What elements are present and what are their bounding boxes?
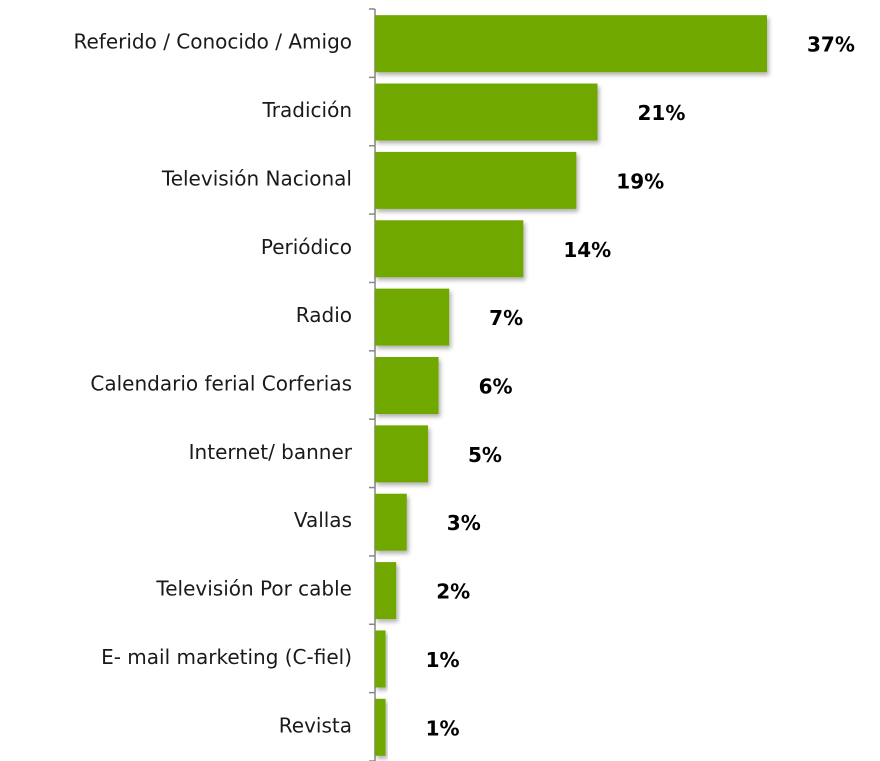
category-label: Revista bbox=[279, 713, 352, 737]
value-label: 37% bbox=[807, 33, 855, 57]
category-label: Televisión Por cable bbox=[155, 577, 352, 601]
value-label: 6% bbox=[479, 375, 513, 399]
bar bbox=[375, 493, 407, 551]
category-label: Internet/ banner bbox=[189, 440, 353, 464]
category-label: Vallas bbox=[294, 508, 352, 532]
bar bbox=[375, 630, 386, 688]
bar bbox=[375, 698, 386, 756]
category-label: Referido / Conocido / Amigo bbox=[73, 30, 352, 54]
bar bbox=[375, 288, 450, 346]
category-label: Tradición bbox=[262, 98, 352, 122]
value-label: 1% bbox=[426, 716, 460, 740]
value-label: 3% bbox=[447, 511, 481, 535]
value-label: 14% bbox=[563, 238, 611, 262]
value-label: 5% bbox=[468, 443, 502, 467]
category-label: Calendario ferial Corferias bbox=[90, 372, 352, 396]
bar bbox=[375, 15, 767, 73]
value-label: 19% bbox=[616, 169, 664, 193]
value-label: 21% bbox=[637, 101, 685, 125]
bar bbox=[375, 220, 524, 278]
category-label: E- mail marketing (C-fiel) bbox=[101, 645, 352, 669]
bar bbox=[375, 562, 397, 620]
category-label: Televisión Nacional bbox=[161, 166, 352, 190]
value-label: 2% bbox=[436, 580, 470, 604]
value-label: 7% bbox=[489, 306, 523, 330]
value-label: 1% bbox=[426, 648, 460, 672]
bar bbox=[375, 425, 428, 483]
bar bbox=[375, 83, 598, 141]
category-label: Periódico bbox=[261, 235, 352, 259]
category-label: Radio bbox=[296, 303, 352, 327]
bar bbox=[375, 151, 577, 209]
bar bbox=[375, 357, 439, 414]
